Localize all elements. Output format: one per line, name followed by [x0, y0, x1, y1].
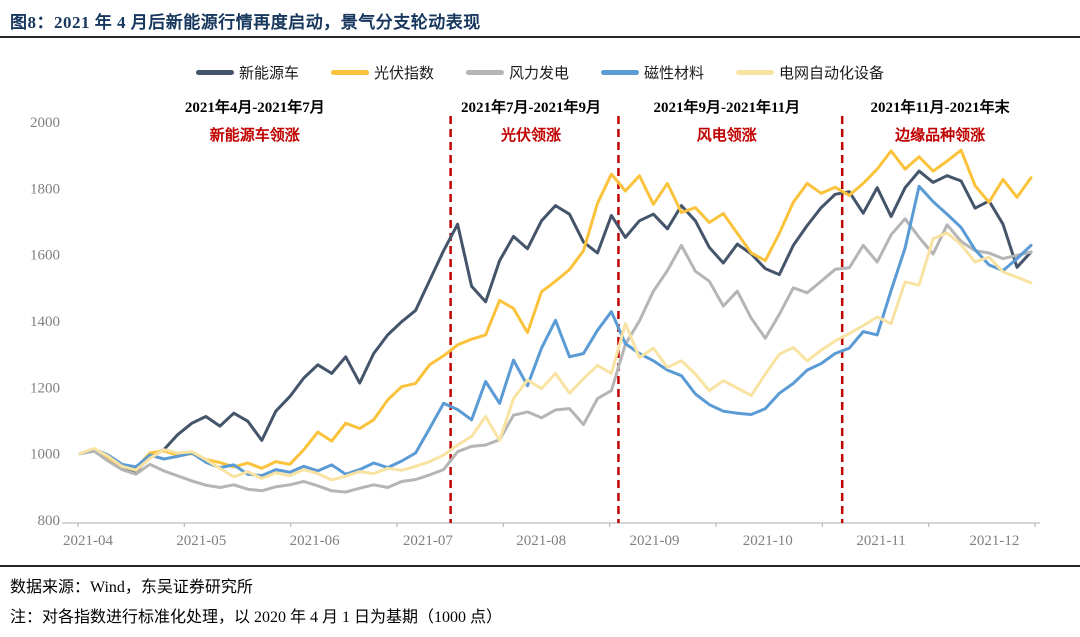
y-axis-label: 1800	[30, 181, 60, 197]
annotation-period: 2021年9月-2021年11月	[653, 100, 801, 116]
annotation-leader: 风电领涨	[696, 128, 757, 144]
legend-item-new-energy-vehicle: 新能源车	[195, 62, 299, 83]
annotation-leader: 光伏领涨	[501, 128, 562, 144]
rotation-annotation-3: 2021年9月-2021年11月 风电领涨	[602, 96, 852, 145]
x-axis-label: 2021-05	[176, 533, 226, 549]
legend-label: 光伏指数	[373, 66, 434, 82]
legend-label: 磁性材料	[644, 66, 705, 82]
rotation-annotation-4: 2021年11月-2021年末 边缘品种领涨	[815, 96, 1065, 145]
legend-swatch-pv-index	[330, 70, 369, 75]
series-line-new-energy-vehicle	[78, 169, 1033, 474]
annotation-period: 2021年11月-2021年末	[870, 100, 1010, 116]
y-axis-label: 1400	[30, 314, 60, 330]
legend-swatch-magnetic-materials	[601, 70, 639, 75]
x-axis-label: 2021-10	[743, 533, 793, 549]
x-axis-label: 2021-06	[290, 533, 340, 549]
title-divider	[0, 36, 1080, 38]
legend-item-pv-index: 光伏指数	[330, 62, 434, 83]
annotation-leader: 新能源车领涨	[209, 128, 300, 144]
legend-item-grid-automation-equipment: 电网自动化设备	[736, 62, 884, 83]
data-source: 数据来源：Wind，东吴证券研究所	[10, 579, 253, 596]
x-axis-label: 2021-12	[969, 533, 1019, 549]
x-axis-label: 2021-04	[63, 533, 113, 549]
legend-label: 风力发电	[508, 66, 569, 82]
annotation-period: 2021年4月-2021年7月	[184, 100, 325, 116]
y-axis-label: 800	[38, 513, 61, 529]
legend-item-wind-power: 风力发电	[465, 62, 569, 83]
legend-label: 电网自动化设备	[779, 66, 885, 82]
figure-title: 图8：2021 年 4 月后新能源行情再度启动，景气分支轮动表现	[10, 13, 481, 32]
legend-swatch-grid-automation-equipment	[736, 70, 775, 75]
legend-swatch-wind-power	[465, 70, 504, 75]
series-line-pv-index	[78, 148, 1033, 471]
legend-label: 新能源车	[238, 66, 299, 82]
series-line-grid-automation-equipment	[78, 231, 1033, 482]
x-axis-label: 2021-11	[856, 533, 905, 549]
x-axis-label: 2021-07	[403, 533, 453, 549]
chart-legend: 新能源车 光伏指数 风力发电 磁性材料 电网自动化设备	[0, 62, 1080, 83]
x-axis-label: 2021-09	[630, 533, 680, 549]
y-axis-label: 2000	[30, 115, 60, 131]
rotation-annotation-1: 2021年4月-2021年7月 新能源车领涨	[130, 96, 380, 145]
series-line-wind-power	[78, 217, 1033, 494]
y-axis-label: 1000	[30, 447, 60, 463]
legend-item-magnetic-materials: 磁性材料	[601, 62, 704, 83]
rotation-annotation-2: 2021年7月-2021年9月 光伏领涨	[406, 96, 656, 145]
chart-area: 2000 1800 1600 1400 1200 1000 800 2021-04 2021-0…	[0, 38, 1080, 565]
annotation-period: 2021年7月-2021年9月	[461, 100, 602, 116]
annotation-leader: 边缘品种领涨	[895, 128, 986, 144]
legend-swatch-new-energy-vehicle	[195, 70, 234, 75]
y-axis-label: 1200	[30, 380, 60, 396]
figure-note: 注：对各指数进行标准化处理，以 2020 年 4 月 1 日为基期（1000 点…	[10, 609, 503, 626]
x-axis-label: 2021-08	[516, 533, 566, 549]
series-line-magnetic-materials	[78, 184, 1033, 478]
y-axis-label: 1600	[30, 248, 60, 264]
footer-divider	[0, 565, 1080, 567]
